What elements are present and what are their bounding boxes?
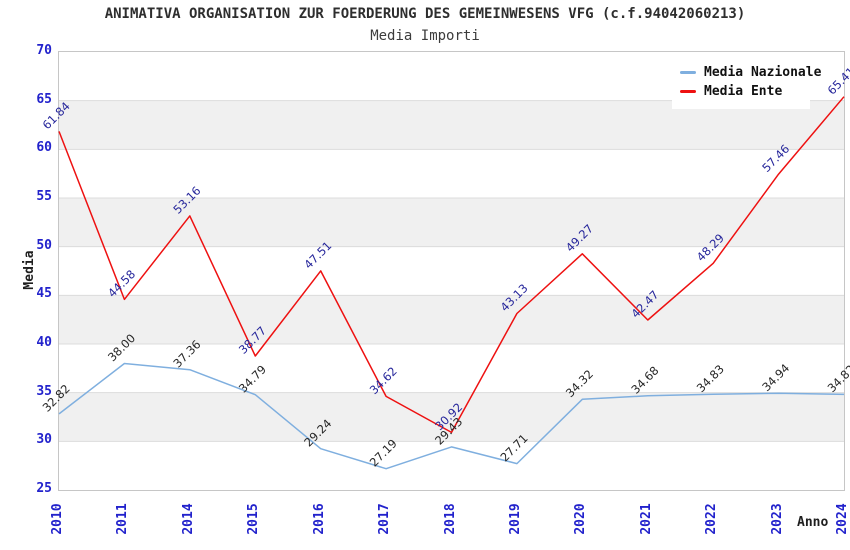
plot-band <box>59 392 844 442</box>
legend-item: Media Ente <box>680 82 806 101</box>
y-tick-label: 70 <box>36 43 52 58</box>
x-tick-label: 2022 <box>704 503 720 535</box>
y-tick-label: 40 <box>36 335 52 350</box>
x-tick-label: 2023 <box>769 503 785 535</box>
x-tick-label: 2019 <box>507 503 523 535</box>
x-tick-label: 2021 <box>638 503 654 535</box>
series-line-media-nazionale <box>58 362 845 470</box>
plot-band <box>59 198 844 247</box>
plot-band <box>59 344 844 393</box>
x-tick-label: 2016 <box>311 503 327 535</box>
legend-swatch-icon <box>680 71 696 74</box>
x-axis-title: Anno <box>797 515 829 530</box>
y-tick-label: 35 <box>36 383 52 399</box>
x-tick-label: 2015 <box>246 503 262 535</box>
x-tick-label: 2018 <box>442 503 458 535</box>
chart-subtitle: Media Importi <box>370 28 480 44</box>
x-tick-label: 2014 <box>180 503 196 535</box>
y-tick-label: 25 <box>36 481 52 496</box>
plot-band <box>59 295 844 344</box>
x-tick-label: 2017 <box>377 503 393 535</box>
legend-label: Media Nazionale <box>704 65 822 80</box>
y-tick-label: 50 <box>36 237 52 253</box>
y-tick-label: 65 <box>36 91 52 107</box>
plot-band <box>59 441 844 490</box>
legend-item: Media Nazionale <box>680 63 821 82</box>
y-tick-label: 45 <box>36 286 52 302</box>
plot-band <box>59 149 844 198</box>
x-tick-label: 2010 <box>50 503 65 535</box>
y-tick-label: 60 <box>36 140 52 156</box>
x-tick-label: 2020 <box>573 503 589 535</box>
x-tick-label: 2011 <box>115 503 131 535</box>
y-tick-label: 30 <box>36 432 52 448</box>
plot-area: 32.82 38.00 37.36 34.79 29.24 27.19 29.43 27.71… <box>40 51 850 491</box>
x-tick-label: 2024 <box>835 503 850 535</box>
plot-band <box>59 246 844 296</box>
legend-label: Media Ente <box>704 84 783 99</box>
legend-swatch-icon <box>680 90 696 93</box>
y-tick-label: 55 <box>36 189 52 204</box>
chart-title: ANIMATIVA ORGANISATION ZUR FOERDERUNG DE… <box>104 6 746 22</box>
series-line-media-ente <box>58 96 845 434</box>
legend: Media Nazionale Media Ente <box>672 57 821 109</box>
y-axis-title: Media <box>22 250 37 290</box>
